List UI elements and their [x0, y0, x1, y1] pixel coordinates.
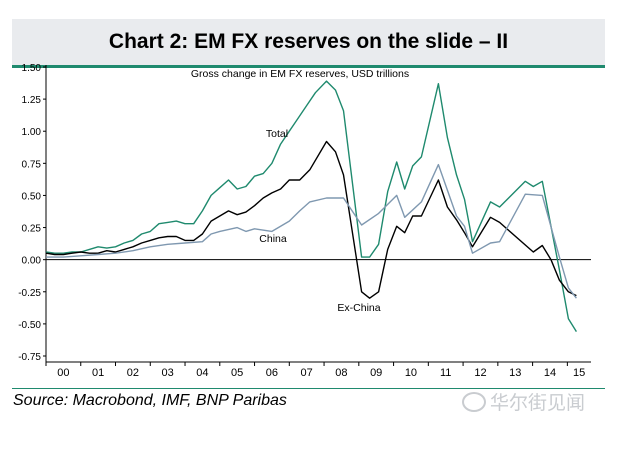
y-tick-label: -0.75: [18, 352, 41, 363]
title-bar: Chart 2: EM FX reserves on the slide – I…: [12, 19, 605, 68]
y-tick-label: 1.00: [22, 127, 42, 138]
y-tick-label: 1.25: [22, 95, 42, 106]
y-tick-label: 1.50: [22, 63, 42, 74]
y-tick-label: 0.75: [22, 159, 42, 170]
y-tick-label: 0.50: [22, 191, 42, 202]
y-tick-label: 0.25: [22, 224, 42, 235]
watermark-text: 华尔街见闻: [490, 393, 586, 414]
series-label-ex-china: Ex-China: [337, 302, 380, 314]
y-tick-label: -0.25: [18, 288, 41, 299]
x-tick-label: 07: [301, 367, 313, 379]
series-line-ex-china: [45, 140, 577, 299]
chart-subtitle: Gross change in EM FX reserves, USD tril…: [191, 68, 409, 80]
source-note: Source: Macrobond, IMF, BNP Paribas: [13, 392, 287, 409]
x-tick-label: 13: [509, 367, 521, 379]
x-tick-label: 14: [544, 367, 556, 379]
x-tick-label: 09: [370, 367, 382, 379]
series-label-china: China: [259, 233, 287, 245]
x-tick-label: 00: [57, 367, 69, 379]
wechat-icon: [462, 391, 486, 412]
x-tick-label: 06: [266, 367, 278, 379]
chart-title: Chart 2: EM FX reserves on the slide – I…: [108, 30, 509, 53]
x-tick-label: 10: [405, 367, 417, 379]
series-line-total: [45, 80, 577, 332]
x-tick-label: 12: [474, 367, 486, 379]
x-tick-label: 03: [162, 367, 174, 379]
x-tick-label: 11: [440, 367, 451, 379]
x-tick-label: 04: [196, 367, 208, 379]
x-tick-label: 01: [92, 367, 104, 379]
x-tick-label: 02: [127, 367, 139, 379]
watermark: 华尔街见闻: [462, 388, 585, 415]
series-label-total: Total: [266, 128, 288, 140]
x-tick-label: 05: [231, 367, 243, 379]
x-tick-label: 15: [573, 367, 585, 379]
y-tick-label: 0.00: [22, 256, 42, 267]
series-line-china: [46, 163, 577, 299]
y-tick-label: -0.50: [18, 320, 41, 331]
x-tick-label: 08: [335, 367, 347, 379]
divider: [12, 388, 605, 389]
